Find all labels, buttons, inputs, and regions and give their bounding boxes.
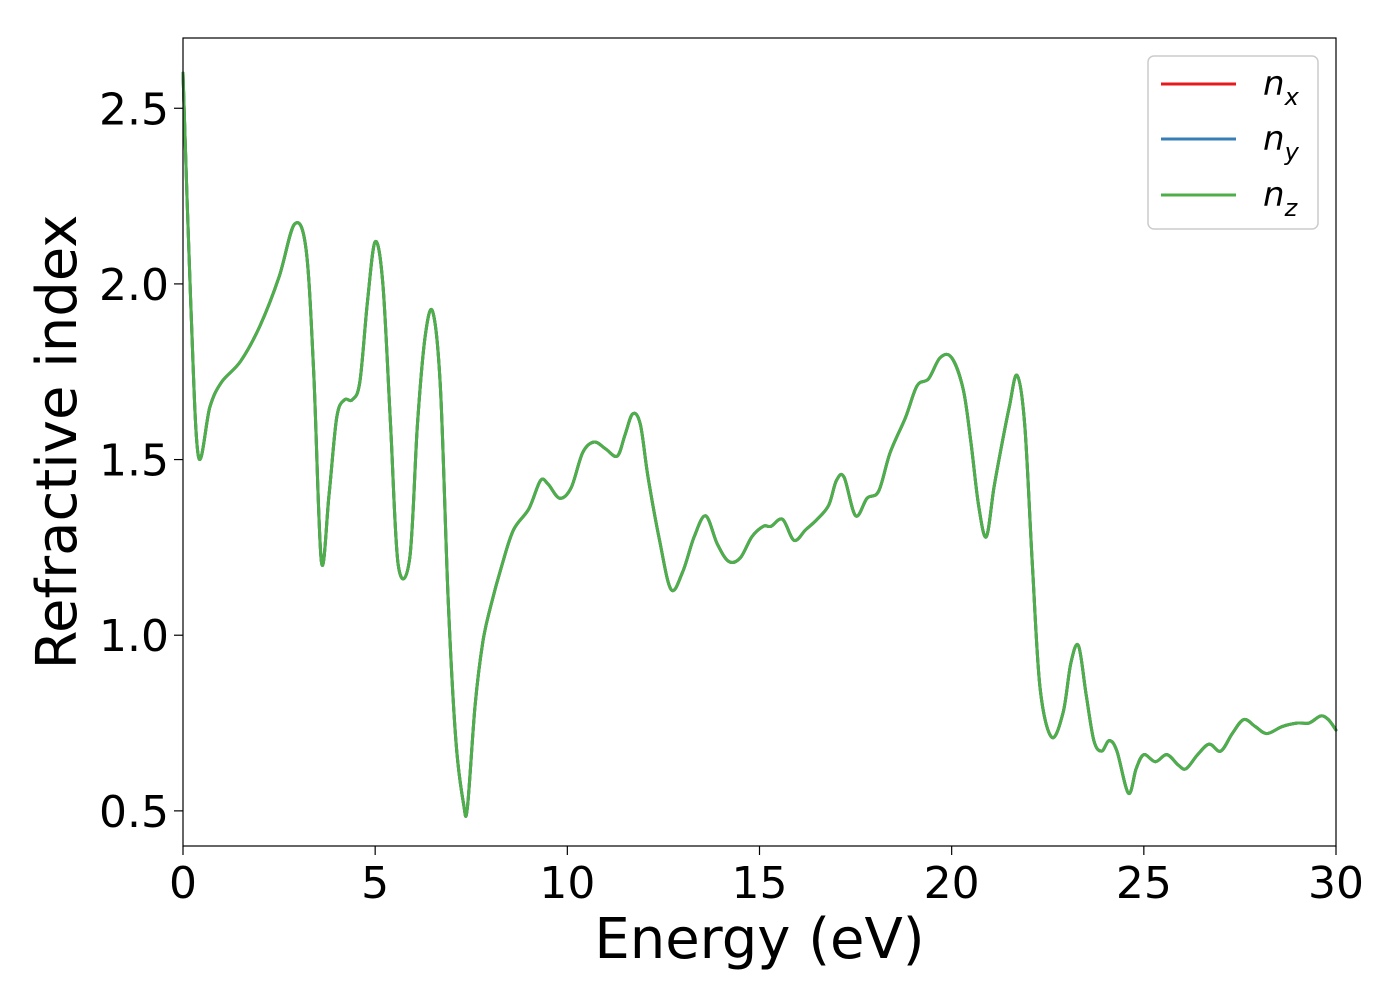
x-tick-label: 20 <box>924 858 980 909</box>
x-tick-label: 25 <box>1116 858 1172 909</box>
x-tick-label: 30 <box>1308 858 1364 909</box>
y-tick-label: 2.0 <box>99 260 169 311</box>
legend: nx ny nz <box>1147 55 1319 230</box>
y-axis-label: Refractive index <box>25 215 90 670</box>
legend-box <box>1147 55 1319 230</box>
y-axis-ticks: 0.5 1.0 1.5 2.0 2.5 <box>99 84 183 838</box>
x-tick-label: 15 <box>732 858 788 909</box>
y-tick-label: 2.5 <box>99 84 169 135</box>
x-tick-label: 10 <box>539 858 595 909</box>
legend-label-x: nx <box>1263 64 1300 111</box>
legend-label-y: ny <box>1263 119 1300 166</box>
x-tick-label: 0 <box>169 858 197 909</box>
x-tick-label: 5 <box>361 858 389 909</box>
y-tick-label: 1.0 <box>99 611 169 662</box>
x-axis-label: Energy (eV) <box>594 907 924 972</box>
series-layer <box>181 71 1338 818</box>
y-tick-label: 0.5 <box>99 787 169 838</box>
x-axis-ticks: 0 5 10 15 20 25 30 <box>169 846 1364 909</box>
y-tick-label: 1.5 <box>99 436 169 487</box>
series-line-z <box>181 71 1338 818</box>
plot-area <box>183 38 1336 846</box>
legend-label-z: nz <box>1263 175 1299 222</box>
legend-items: nx ny nz <box>1161 64 1300 222</box>
